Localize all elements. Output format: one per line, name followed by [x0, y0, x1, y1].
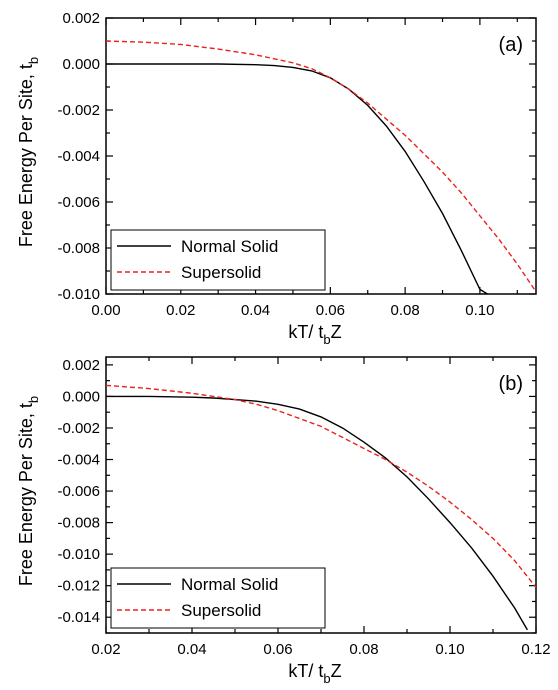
y-axis-label: Free Energy Per Site, tb	[16, 57, 41, 247]
x-tick-label: 0.10	[435, 641, 464, 658]
legend-box	[110, 567, 326, 629]
y-tick-label: -0.002	[57, 102, 100, 119]
y-tick-label: -0.006	[57, 194, 100, 211]
x-tick-label: 0.00	[91, 302, 120, 319]
y-tick-label: -0.008	[57, 240, 100, 257]
legend-label: Normal Solid	[181, 575, 278, 594]
y-tick-label: 0.000	[62, 56, 100, 73]
y-tick-label: -0.014	[57, 609, 100, 626]
x-tick-label: 0.02	[91, 641, 120, 658]
legend-box	[110, 229, 326, 291]
x-axis-label: kT/ tbZ	[288, 661, 341, 686]
x-tick-label: 0.04	[177, 641, 206, 658]
series-line-supersolid	[106, 40, 536, 293]
y-tick-label: -0.008	[57, 515, 100, 532]
x-tick-label: 0.02	[166, 302, 195, 319]
x-tick-label: 0.04	[241, 302, 270, 319]
y-tick-label: -0.006	[57, 483, 100, 500]
y-tick-label: 0.002	[62, 357, 100, 374]
x-tick-label: 0.08	[391, 302, 420, 319]
panel-label: (a)	[499, 34, 523, 56]
x-tick-label: 0.06	[263, 641, 292, 658]
y-tick-label: -0.010	[57, 546, 100, 563]
y-axis-label: Free Energy Per Site, tb	[16, 396, 41, 586]
panel-label: (b)	[499, 373, 523, 395]
x-axis-label: kT/ tbZ	[288, 322, 341, 347]
y-tick-label: -0.004	[57, 452, 100, 469]
legend: Normal Solid Supersolid	[110, 229, 326, 291]
x-tick-label: 0.08	[349, 641, 378, 658]
y-tick-label: -0.004	[57, 148, 100, 165]
legend-label: Supersolid	[181, 601, 261, 620]
y-tick-label: 0.002	[62, 10, 100, 27]
x-tick-label: 0.06	[316, 302, 345, 319]
chart-panel-b: 0.02 0.04 0.06 0.08 0.10 0.12 0.002 0.000 -0.002…	[16, 356, 551, 686]
series-line-normal-solid	[106, 63, 489, 294]
series-line-supersolid	[106, 384, 536, 588]
y-tick-label: 0.000	[62, 388, 100, 405]
legend: Normal Solid Supersolid	[110, 567, 326, 629]
y-tick-label: -0.012	[57, 578, 100, 595]
chart-panel-a: 0.00 0.02 0.04 0.06 0.08 0.10 0.002 0.000 -0.002…	[16, 10, 537, 347]
y-tick-label: -0.010	[57, 286, 100, 303]
x-tick-label: 0.12	[521, 641, 550, 658]
legend-label: Supersolid	[181, 263, 261, 282]
legend-label: Normal Solid	[181, 237, 278, 256]
x-tick-label: 0.10	[465, 302, 494, 319]
series-line-normal-solid	[106, 395, 529, 631]
y-tick-label: -0.002	[57, 420, 100, 437]
